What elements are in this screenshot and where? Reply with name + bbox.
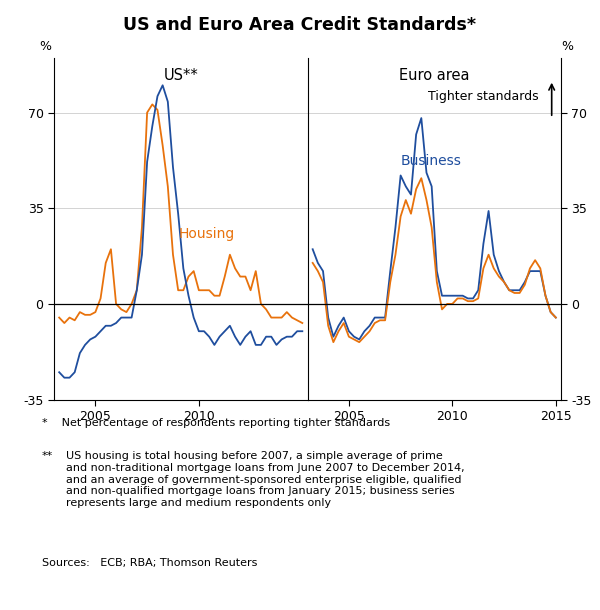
Text: **: **	[42, 451, 53, 461]
Text: Housing: Housing	[178, 228, 235, 242]
Text: Sources:   ECB; RBA; Thomson Reuters: Sources: ECB; RBA; Thomson Reuters	[42, 558, 257, 568]
Text: US and Euro Area Credit Standards*: US and Euro Area Credit Standards*	[124, 15, 476, 34]
Text: Tighter standards: Tighter standards	[428, 90, 538, 102]
Text: US**: US**	[163, 68, 198, 83]
Text: *    Net percentage of respondents reporting tighter standards: * Net percentage of respondents reportin…	[42, 418, 390, 428]
Text: Business: Business	[401, 154, 461, 168]
Text: %: %	[561, 40, 573, 53]
Text: US housing is total housing before 2007, a simple average of prime
and non-tradi: US housing is total housing before 2007,…	[66, 451, 464, 508]
Text: %: %	[40, 40, 52, 53]
Text: Euro area: Euro area	[399, 68, 470, 83]
